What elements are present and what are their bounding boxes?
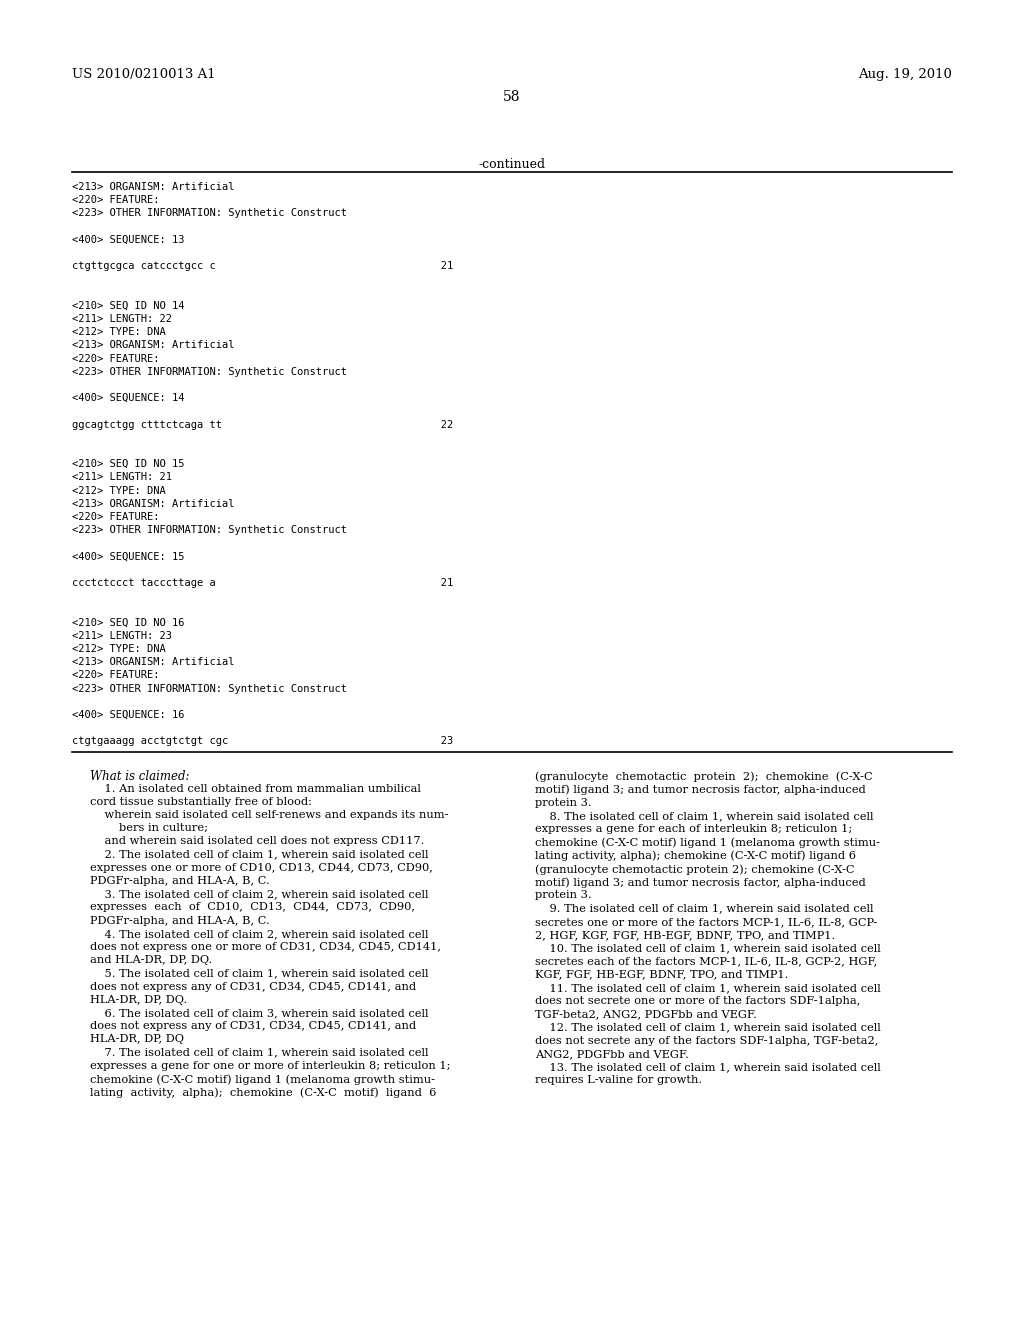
Text: cord tissue substantially free of blood:: cord tissue substantially free of blood: bbox=[90, 797, 312, 807]
Text: <213> ORGANISM: Artificial: <213> ORGANISM: Artificial bbox=[72, 499, 234, 508]
Text: <223> OTHER INFORMATION: Synthetic Construct: <223> OTHER INFORMATION: Synthetic Const… bbox=[72, 525, 347, 535]
Text: motif) ligand 3; and tumor necrosis factor, alpha-induced: motif) ligand 3; and tumor necrosis fact… bbox=[535, 785, 865, 796]
Text: <223> OTHER INFORMATION: Synthetic Construct: <223> OTHER INFORMATION: Synthetic Const… bbox=[72, 684, 347, 693]
Text: <220> FEATURE:: <220> FEATURE: bbox=[72, 354, 160, 363]
Text: 11. The isolated cell of claim 1, wherein said isolated cell: 11. The isolated cell of claim 1, wherei… bbox=[535, 983, 881, 993]
Text: Aug. 19, 2010: Aug. 19, 2010 bbox=[858, 69, 952, 81]
Text: <210> SEQ ID NO 15: <210> SEQ ID NO 15 bbox=[72, 459, 184, 469]
Text: 13. The isolated cell of claim 1, wherein said isolated cell: 13. The isolated cell of claim 1, wherei… bbox=[535, 1063, 881, 1072]
Text: <213> ORGANISM: Artificial: <213> ORGANISM: Artificial bbox=[72, 657, 234, 667]
Text: US 2010/0210013 A1: US 2010/0210013 A1 bbox=[72, 69, 216, 81]
Text: 9. The isolated cell of claim 1, wherein said isolated cell: 9. The isolated cell of claim 1, wherein… bbox=[535, 904, 873, 913]
Text: <211> LENGTH: 22: <211> LENGTH: 22 bbox=[72, 314, 172, 323]
Text: <213> ORGANISM: Artificial: <213> ORGANISM: Artificial bbox=[72, 182, 234, 191]
Text: <400> SEQUENCE: 13: <400> SEQUENCE: 13 bbox=[72, 235, 184, 244]
Text: (granulocyte chemotactic protein 2); chemokine (C-X-C: (granulocyte chemotactic protein 2); che… bbox=[535, 865, 854, 875]
Text: protein 3.: protein 3. bbox=[535, 799, 592, 808]
Text: bers in culture;: bers in culture; bbox=[90, 824, 208, 833]
Text: ctgtgaaagg acctgtctgt cgc                                  23: ctgtgaaagg acctgtctgt cgc 23 bbox=[72, 737, 454, 746]
Text: ANG2, PDGFbb and VEGF.: ANG2, PDGFbb and VEGF. bbox=[535, 1049, 689, 1059]
Text: expresses one or more of CD10, CD13, CD44, CD73, CD90,: expresses one or more of CD10, CD13, CD4… bbox=[90, 863, 433, 873]
Text: does not express any of CD31, CD34, CD45, CD141, and: does not express any of CD31, CD34, CD45… bbox=[90, 982, 416, 991]
Text: <400> SEQUENCE: 16: <400> SEQUENCE: 16 bbox=[72, 710, 184, 719]
Text: wherein said isolated cell self-renews and expands its num-: wherein said isolated cell self-renews a… bbox=[90, 810, 449, 820]
Text: 12. The isolated cell of claim 1, wherein said isolated cell: 12. The isolated cell of claim 1, wherei… bbox=[535, 1023, 881, 1032]
Text: PDGFr-alpha, and HLA-A, B, C.: PDGFr-alpha, and HLA-A, B, C. bbox=[90, 876, 269, 886]
Text: chemokine (C-X-C motif) ligand 1 (melanoma growth stimu-: chemokine (C-X-C motif) ligand 1 (melano… bbox=[90, 1074, 435, 1085]
Text: 2, HGF, KGF, FGF, HB-EGF, BDNF, TPO, and TIMP1.: 2, HGF, KGF, FGF, HB-EGF, BDNF, TPO, and… bbox=[535, 931, 836, 940]
Text: <211> LENGTH: 23: <211> LENGTH: 23 bbox=[72, 631, 172, 640]
Text: <212> TYPE: DNA: <212> TYPE: DNA bbox=[72, 486, 166, 495]
Text: 2. The isolated cell of claim 1, wherein said isolated cell: 2. The isolated cell of claim 1, wherein… bbox=[90, 850, 428, 859]
Text: and HLA-DR, DP, DQ.: and HLA-DR, DP, DQ. bbox=[90, 956, 212, 965]
Text: expresses a gene for one or more of interleukin 8; reticulon 1;: expresses a gene for one or more of inte… bbox=[90, 1061, 451, 1071]
Text: <220> FEATURE:: <220> FEATURE: bbox=[72, 671, 160, 680]
Text: KGF, FGF, HB-EGF, BDNF, TPO, and TIMP1.: KGF, FGF, HB-EGF, BDNF, TPO, and TIMP1. bbox=[535, 970, 788, 979]
Text: PDGFr-alpha, and HLA-A, B, C.: PDGFr-alpha, and HLA-A, B, C. bbox=[90, 916, 269, 925]
Text: <400> SEQUENCE: 15: <400> SEQUENCE: 15 bbox=[72, 552, 184, 561]
Text: <210> SEQ ID NO 14: <210> SEQ ID NO 14 bbox=[72, 301, 184, 310]
Text: chemokine (C-X-C motif) ligand 1 (melanoma growth stimu-: chemokine (C-X-C motif) ligand 1 (melano… bbox=[535, 838, 880, 849]
Text: motif) ligand 3; and tumor necrosis factor, alpha-induced: motif) ligand 3; and tumor necrosis fact… bbox=[535, 878, 865, 888]
Text: HLA-DR, DP, DQ.: HLA-DR, DP, DQ. bbox=[90, 995, 187, 1005]
Text: <212> TYPE: DNA: <212> TYPE: DNA bbox=[72, 327, 166, 337]
Text: protein 3.: protein 3. bbox=[535, 891, 592, 900]
Text: HLA-DR, DP, DQ: HLA-DR, DP, DQ bbox=[90, 1035, 184, 1044]
Text: -continued: -continued bbox=[478, 158, 546, 172]
Text: 8. The isolated cell of claim 1, wherein said isolated cell: 8. The isolated cell of claim 1, wherein… bbox=[535, 812, 873, 821]
Text: <211> LENGTH: 21: <211> LENGTH: 21 bbox=[72, 473, 172, 482]
Text: <223> OTHER INFORMATION: Synthetic Construct: <223> OTHER INFORMATION: Synthetic Const… bbox=[72, 209, 347, 218]
Text: <223> OTHER INFORMATION: Synthetic Construct: <223> OTHER INFORMATION: Synthetic Const… bbox=[72, 367, 347, 376]
Text: 1. An isolated cell obtained from mammalian umbilical: 1. An isolated cell obtained from mammal… bbox=[90, 784, 421, 793]
Text: lating  activity,  alpha);  chemokine  (C-X-C  motif)  ligand  6: lating activity, alpha); chemokine (C-X-… bbox=[90, 1088, 436, 1098]
Text: 58: 58 bbox=[503, 90, 521, 104]
Text: <220> FEATURE:: <220> FEATURE: bbox=[72, 512, 160, 521]
Text: ccctctccct tacccttage a                                    21: ccctctccct tacccttage a 21 bbox=[72, 578, 454, 587]
Text: does not secrete any of the factors SDF-1alpha, TGF-beta2,: does not secrete any of the factors SDF-… bbox=[535, 1036, 879, 1045]
Text: 10. The isolated cell of claim 1, wherein said isolated cell: 10. The isolated cell of claim 1, wherei… bbox=[535, 944, 881, 953]
Text: 6. The isolated cell of claim 3, wherein said isolated cell: 6. The isolated cell of claim 3, wherein… bbox=[90, 1008, 428, 1018]
Text: <213> ORGANISM: Artificial: <213> ORGANISM: Artificial bbox=[72, 341, 234, 350]
Text: secretes each of the factors MCP-1, IL-6, IL-8, GCP-2, HGF,: secretes each of the factors MCP-1, IL-6… bbox=[535, 957, 878, 966]
Text: ggcagtctgg ctttctcaga tt                                   22: ggcagtctgg ctttctcaga tt 22 bbox=[72, 420, 454, 429]
Text: TGF-beta2, ANG2, PDGFbb and VEGF.: TGF-beta2, ANG2, PDGFbb and VEGF. bbox=[535, 1010, 757, 1019]
Text: <220> FEATURE:: <220> FEATURE: bbox=[72, 195, 160, 205]
Text: does not secrete one or more of the factors SDF-1alpha,: does not secrete one or more of the fact… bbox=[535, 997, 860, 1006]
Text: expresses a gene for each of interleukin 8; reticulon 1;: expresses a gene for each of interleukin… bbox=[535, 825, 852, 834]
Text: expresses  each  of  CD10,  CD13,  CD44,  CD73,  CD90,: expresses each of CD10, CD13, CD44, CD73… bbox=[90, 903, 415, 912]
Text: 5. The isolated cell of claim 1, wherein said isolated cell: 5. The isolated cell of claim 1, wherein… bbox=[90, 969, 428, 978]
Text: lating activity, alpha); chemokine (C-X-C motif) ligand 6: lating activity, alpha); chemokine (C-X-… bbox=[535, 851, 856, 862]
Text: 3. The isolated cell of claim 2, wherein said isolated cell: 3. The isolated cell of claim 2, wherein… bbox=[90, 890, 428, 899]
Text: ctgttgcgca catccctgcc c                                    21: ctgttgcgca catccctgcc c 21 bbox=[72, 261, 454, 271]
Text: <212> TYPE: DNA: <212> TYPE: DNA bbox=[72, 644, 166, 653]
Text: 4. The isolated cell of claim 2, wherein said isolated cell: 4. The isolated cell of claim 2, wherein… bbox=[90, 929, 428, 939]
Text: requires L-valine for growth.: requires L-valine for growth. bbox=[535, 1076, 702, 1085]
Text: does not express one or more of CD31, CD34, CD45, CD141,: does not express one or more of CD31, CD… bbox=[90, 942, 441, 952]
Text: does not express any of CD31, CD34, CD45, CD141, and: does not express any of CD31, CD34, CD45… bbox=[90, 1022, 416, 1031]
Text: (granulocyte  chemotactic  protein  2);  chemokine  (C-X-C: (granulocyte chemotactic protein 2); che… bbox=[535, 772, 872, 783]
Text: secretes one or more of the factors MCP-1, IL-6, IL-8, GCP-: secretes one or more of the factors MCP-… bbox=[535, 917, 878, 927]
Text: <210> SEQ ID NO 16: <210> SEQ ID NO 16 bbox=[72, 618, 184, 627]
Text: <400> SEQUENCE: 14: <400> SEQUENCE: 14 bbox=[72, 393, 184, 403]
Text: 7. The isolated cell of claim 1, wherein said isolated cell: 7. The isolated cell of claim 1, wherein… bbox=[90, 1048, 428, 1057]
Text: and wherein said isolated cell does not express CD117.: and wherein said isolated cell does not … bbox=[90, 837, 424, 846]
Text: What is claimed:: What is claimed: bbox=[90, 770, 189, 783]
